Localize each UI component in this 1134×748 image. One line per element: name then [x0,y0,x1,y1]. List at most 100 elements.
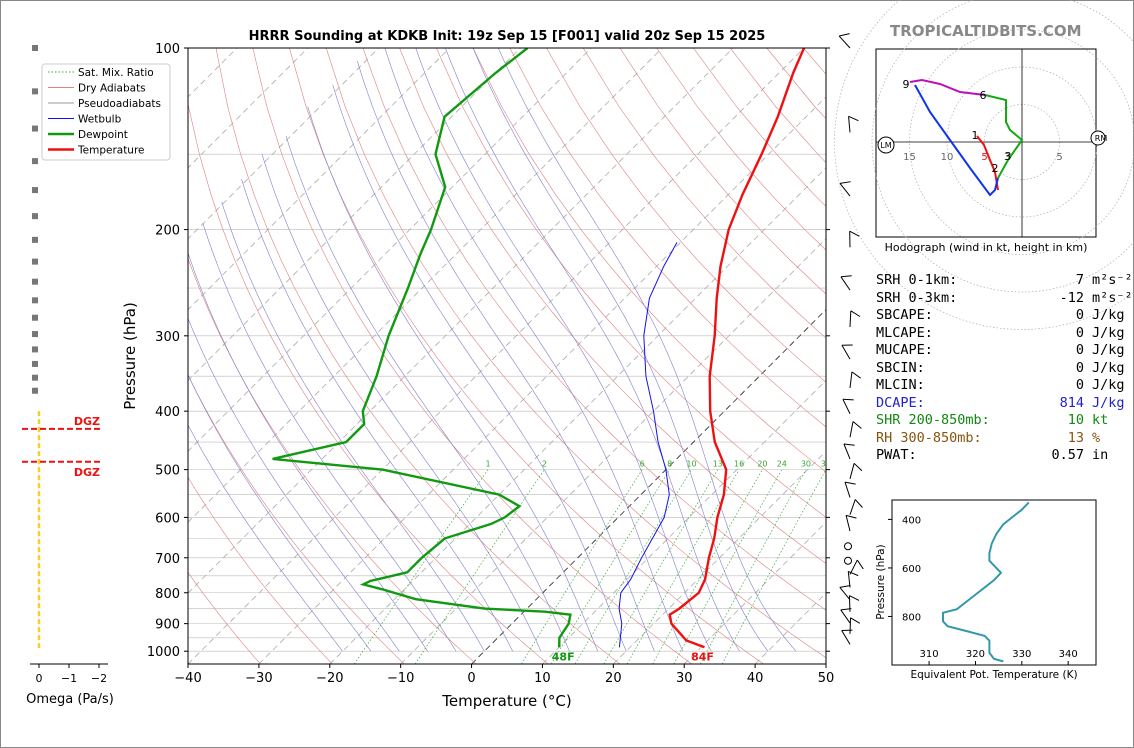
dgz-label: DGZ [74,415,100,428]
moist-adiabat [188,374,372,652]
barb-staff [849,559,858,575]
moist-adiabat [202,222,457,652]
dry-adiabat [215,48,621,664]
parameter-value: 7 [1075,272,1084,288]
legend-label: Dry Adiabats [78,83,146,95]
wind-barb [840,608,852,624]
mixing-ratio-label: 16 [734,460,744,469]
barb-flag [853,462,863,472]
y-tick-label: 600 [155,511,180,526]
omega-bar [32,187,38,194]
parameter-label: DCAPE: [876,394,925,411]
wind-barb [840,275,852,291]
mixing-ratio-line [652,469,763,664]
parameter-unit: J/kg [1092,359,1125,376]
theta-e-x-tick-label: 340 [1059,649,1078,660]
moist-adiabat [498,48,797,652]
parameter-value: 814 [1059,394,1084,411]
x-tick-label: −20 [316,671,343,686]
parameter-label: SRH 0-3km: [876,289,958,306]
barb-flag [848,570,859,577]
barb-staff [840,276,851,291]
barb-flag [852,421,862,429]
barb-staff [849,231,851,248]
omega-tick-label: −1 [61,672,77,685]
omega-bar [32,258,38,265]
barb-staff [839,183,851,197]
dry-adiabat [472,48,826,473]
parameter-value: 0 [1075,324,1084,341]
barb-flag [844,481,856,485]
hodograph-trace [976,135,999,191]
mixing-ratio-line [574,469,692,664]
mixing-ratio-line [550,469,670,664]
parameter-row: MLCAPE: 0 J/kg [876,325,1133,343]
skewt-profiles: 48F 84F [272,48,806,663]
isotherm-line [329,167,826,664]
legend-label: Wetbulb [78,114,122,126]
barb-staff [842,399,851,415]
hodograph-height-label: 6 [980,89,987,102]
moist-adiabat [357,60,655,652]
y-tick-label: 200 [155,224,180,239]
dry-adiabat [399,48,826,564]
wind-barb [845,514,857,532]
wind-barbs [838,33,864,645]
x-tick-label: 20 [605,671,622,686]
wind-barb [841,629,853,645]
theta-e-x-tick-label: 310 [920,649,939,660]
barb-staff [843,443,851,460]
omega-bar [32,213,38,220]
barb-flag [848,115,859,122]
skewt-axes: −40 −30 −20 −10 0 10 20 30 40 50 100 200 300 400 500 60… [147,42,834,686]
moist-adiabat [285,136,570,652]
mixing-ratio-line [721,469,826,664]
dgz-label: DGZ [74,466,100,479]
isotherm-line [188,48,450,311]
x-tick-label: 50 [818,671,835,686]
hodograph-ring-label: 5 [1056,152,1062,163]
x-tick-label: 10 [534,671,551,686]
parameter-value: 13 [1067,429,1084,446]
isotherm-line [188,48,805,664]
parameter-label: SHR 200-850mb: [876,412,990,428]
hodograph-ring-label: 10 [941,152,954,163]
mixing-ratio-label: 1 [485,460,490,469]
parameter-unit: m²s⁻² [1092,272,1133,288]
wetbulb-series [618,242,678,648]
hodograph-trace [914,84,999,197]
theta-e-y-tick-label: 600 [902,564,921,575]
wind-barb [839,584,851,601]
moist-adiabat [332,84,627,652]
right-mover-marker [1090,130,1106,146]
parameter-value: 0.57 [1051,447,1084,463]
isotherm-line [188,48,592,452]
barb-flag [849,595,860,601]
barb-staff [849,371,853,388]
mixing-ratio-line [699,469,807,664]
barb-flag [840,275,852,278]
hodograph-height-label: 2 [992,162,999,175]
omega-axis-label: Omega (Pa/s) [26,692,114,707]
parameter-unit: J/kg [1092,377,1125,393]
right-mover-label: RM [1095,134,1108,143]
barb-staff [844,481,851,498]
barb-staff [841,630,851,645]
hodograph-trace [984,94,1024,179]
left-mover-marker [877,136,895,154]
wind-barb [849,371,861,388]
y-tick-label: 700 [155,552,180,567]
barb-flag [841,629,853,632]
parameter-unit: J/kg [1092,394,1125,411]
mixing-ratio-label: 20 [757,460,767,469]
hodograph-ring [871,0,1134,293]
hodograph-ring-label: 15 [903,152,916,163]
moist-adiabat [307,106,599,652]
mixing-ratio-label: 8 [667,460,672,469]
barb-staff [841,344,851,360]
barb-staff [840,609,851,624]
parameter-row: SRH 0-1km: 7 m²s⁻² [876,272,1133,290]
parameter-label: MUCAPE: [876,342,933,358]
isotherm-line [683,521,826,664]
